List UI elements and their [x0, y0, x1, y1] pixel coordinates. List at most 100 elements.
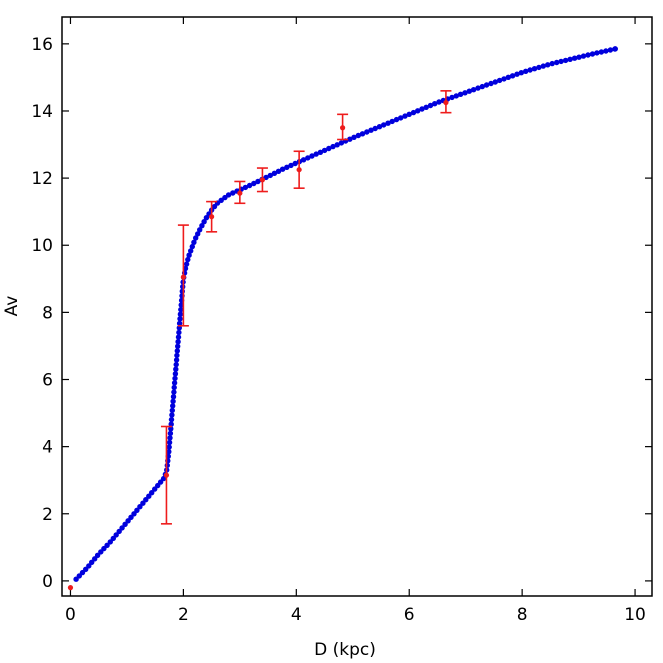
model-curve-point	[313, 151, 319, 157]
model-curve-point	[279, 166, 286, 172]
model-curve-point	[432, 101, 438, 107]
model-curve-point	[164, 462, 170, 469]
model-curve-point	[203, 215, 210, 221]
model-curve-point	[199, 223, 205, 229]
model-curve-point	[191, 239, 197, 245]
x-tick-label: 4	[291, 605, 302, 625]
model-curve-point	[540, 63, 546, 69]
model-curve-point	[179, 288, 185, 294]
model-curve-point	[479, 83, 485, 90]
model-curve-point	[211, 203, 218, 210]
model-curve-point	[470, 87, 477, 93]
model-curve-point	[222, 194, 228, 201]
model-curve-point	[193, 235, 199, 241]
model-curve-point	[246, 182, 253, 189]
model-curve-point	[505, 74, 511, 81]
model-curve-point	[483, 82, 490, 88]
observed-point	[237, 190, 243, 196]
model-curve-point	[170, 394, 177, 400]
model-curve-point	[523, 68, 529, 75]
model-curve-point	[178, 302, 184, 308]
plot-frame	[61, 16, 653, 597]
model-curve-point	[113, 532, 119, 538]
model-curve-point	[594, 50, 600, 56]
model-curve-point	[385, 120, 391, 126]
model-curve-point	[415, 108, 421, 114]
model-curve-point	[176, 329, 182, 336]
model-curve-point	[368, 127, 374, 133]
model-curve-point	[372, 125, 378, 132]
model-curve-point	[381, 122, 387, 128]
observed-point	[163, 472, 170, 478]
model-curve-point	[157, 479, 164, 485]
model-curve-point	[255, 178, 261, 185]
model-curve-point	[488, 80, 494, 87]
model-curve-point	[197, 227, 203, 233]
x-tick-label: 2	[178, 605, 189, 625]
model-curve-point	[177, 316, 183, 322]
model-curve-point	[271, 170, 278, 176]
model-curve-point	[449, 94, 455, 101]
observed-point	[340, 125, 346, 131]
y-tick-label: 12	[31, 169, 53, 189]
model-curve-point	[169, 412, 175, 418]
model-curve-point	[393, 116, 400, 123]
model-curve-point	[188, 248, 194, 254]
model-curve-point	[496, 77, 503, 84]
model-curve-point	[168, 416, 175, 423]
model-curve-point	[376, 124, 383, 130]
model-curve-series	[73, 46, 619, 582]
model-curve-point	[173, 366, 179, 372]
model-curve-point	[284, 164, 290, 170]
observed-point	[180, 274, 186, 280]
model-curve-point	[359, 131, 366, 137]
model-curve-point	[562, 57, 569, 64]
x-tick-label: 8	[517, 605, 528, 625]
model-curve-point	[309, 153, 315, 159]
model-curve-point	[275, 168, 282, 174]
model-curve-point	[172, 375, 178, 382]
model-curve-point	[186, 252, 192, 258]
model-curve-point	[305, 155, 311, 161]
model-curve-point	[514, 71, 520, 77]
model-curve-point	[89, 559, 95, 565]
model-curve-point	[330, 143, 336, 150]
y-tick-label: 10	[31, 236, 53, 256]
model-curve-point	[589, 51, 596, 57]
model-curve-point	[457, 91, 464, 98]
model-curve-point	[174, 348, 180, 354]
model-curve-point	[364, 129, 370, 135]
model-curve-point	[402, 113, 408, 119]
model-curve-point	[410, 109, 417, 116]
model-curve-point	[195, 231, 201, 237]
model-curve-point	[334, 142, 340, 148]
model-curve-point	[423, 104, 429, 111]
model-curve-point	[351, 134, 357, 140]
x-tick-label: 0	[65, 605, 76, 625]
model-curve-point	[536, 64, 542, 71]
observed-point	[259, 177, 266, 183]
model-curve-point	[168, 426, 174, 432]
model-curve-point	[167, 435, 173, 441]
model-curve-point	[201, 219, 207, 225]
model-curve-point	[169, 407, 175, 414]
model-curve-point	[177, 311, 184, 317]
model-curve-point	[466, 88, 472, 94]
model-curve-point	[170, 403, 176, 409]
model-curve-point	[225, 192, 232, 198]
model-curve-point	[218, 197, 224, 203]
model-curve-point	[171, 384, 177, 391]
y-tick-label: 8	[42, 303, 53, 323]
model-curve-point	[166, 439, 173, 446]
model-curve-point	[104, 542, 110, 548]
model-curve-point	[317, 149, 324, 155]
model-curve-point	[554, 59, 560, 66]
model-curve-point	[119, 525, 125, 531]
observed-point	[443, 99, 449, 106]
model-curve-point	[406, 111, 412, 118]
model-curve-point	[549, 60, 555, 67]
model-curve-point	[167, 430, 174, 437]
y-tick-label: 0	[42, 572, 53, 592]
model-curve-point	[436, 99, 442, 105]
observed-point	[296, 167, 302, 173]
